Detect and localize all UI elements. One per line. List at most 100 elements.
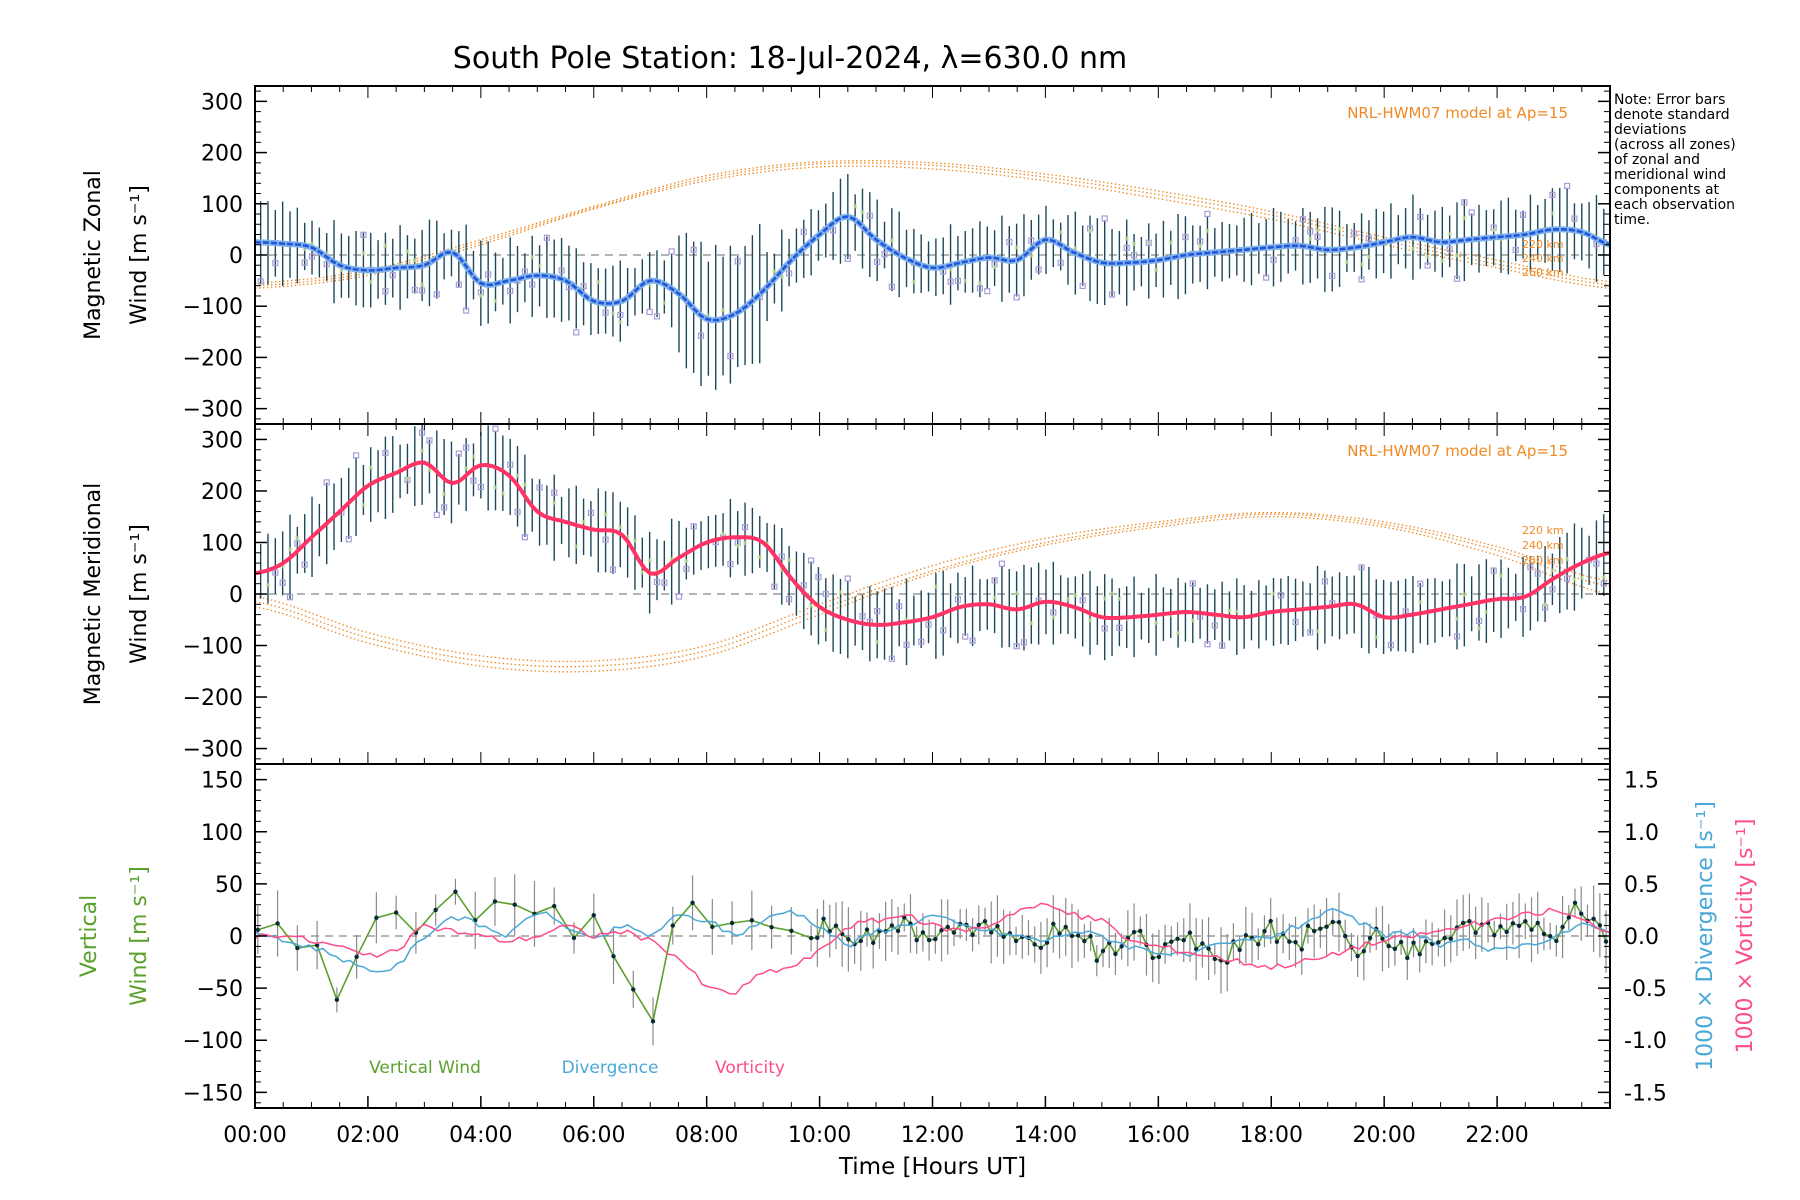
zone-marker — [998, 560, 1006, 567]
vertical-wind-point — [1287, 939, 1292, 944]
y-tick-label: 100 — [201, 531, 243, 556]
zone-marker-light — [1102, 596, 1107, 601]
vertical-wind-point — [1082, 938, 1087, 944]
note-line: deviations — [1614, 122, 1686, 138]
vertical-wind-point — [1523, 919, 1528, 924]
zone-marker-light — [581, 519, 586, 524]
zone-marker — [1314, 233, 1321, 240]
vertical-wind-point — [1181, 937, 1186, 943]
vertical-wind-point — [982, 919, 988, 924]
zone-marker — [536, 484, 543, 491]
zone-marker — [301, 259, 308, 266]
vertical-wind-point — [821, 916, 826, 922]
model-label: NRL-HWM07 model at Ap=15 — [1347, 442, 1568, 460]
vertical-wind-point — [1405, 955, 1410, 961]
zone-marker-light — [823, 628, 828, 633]
note-line: of zonal and — [1614, 152, 1700, 168]
right-tick-label: 0.5 — [1624, 873, 1659, 898]
zone-marker-light — [647, 282, 652, 287]
vertical-wind-point — [846, 937, 851, 942]
zone-marker — [800, 228, 807, 236]
vertical-wind-point — [1504, 929, 1509, 935]
vertical-wind-point — [571, 935, 577, 941]
vertical-wind-point — [1305, 923, 1311, 929]
zone-marker — [323, 261, 330, 268]
vertical-wind-point — [670, 923, 675, 928]
zone-marker-light — [618, 320, 623, 325]
zone-marker — [1189, 580, 1196, 587]
vertical-wind-point — [939, 928, 944, 933]
zone-marker — [984, 288, 991, 295]
zone-marker — [815, 573, 822, 581]
note-line: (across all zones) — [1614, 137, 1736, 153]
zone-marker — [785, 270, 793, 277]
zone-marker — [1028, 237, 1035, 244]
zonal-wind-line — [255, 215, 1610, 322]
zone-marker — [463, 307, 470, 314]
vertical-wind-point — [1013, 938, 1019, 944]
zone-marker-light — [1146, 240, 1151, 245]
vertical-wind-point — [1603, 939, 1609, 944]
zone-marker-light — [471, 454, 476, 459]
y-tick-label: −300 — [183, 398, 243, 423]
vertical-wind-point — [995, 923, 1000, 929]
zone-marker-light — [1477, 626, 1482, 631]
y-tick-label: 0 — [229, 244, 243, 269]
vertical-wind-point — [1380, 936, 1385, 941]
vertical-wind-point — [1498, 924, 1503, 929]
zone-marker — [1263, 274, 1270, 281]
vertical-wind-point — [1591, 916, 1596, 921]
zone-marker-light — [1058, 230, 1063, 235]
zone-marker — [690, 246, 697, 253]
zone-marker — [1130, 252, 1138, 259]
vertical-wind-point — [1193, 946, 1199, 952]
zone-marker-light — [625, 535, 630, 540]
zone-marker — [470, 477, 477, 484]
model-altitude-label: 260 km — [1522, 266, 1564, 279]
vertical-wind-point — [393, 910, 399, 915]
zone-marker-light — [1227, 608, 1232, 613]
vertical-wind-point — [1299, 947, 1304, 952]
zone-marker — [903, 641, 910, 648]
zone-marker-light — [1176, 631, 1181, 636]
zone-marker — [1490, 567, 1497, 574]
zone-marker — [1527, 564, 1534, 571]
vertical-wind-point — [1516, 923, 1522, 928]
vertical-wind-point — [1343, 933, 1348, 939]
vertical-wind-point — [1367, 935, 1373, 941]
legend-vertical-wind: Vertical Wind — [369, 1058, 481, 1078]
zone-marker-light — [1447, 231, 1452, 236]
vertical-wind-point — [374, 915, 379, 920]
y-tick-label: 100 — [201, 821, 243, 846]
zone-marker — [661, 579, 668, 586]
zone-marker — [734, 258, 741, 265]
vertical-wind-point — [650, 1019, 656, 1024]
zone-marker — [1563, 575, 1571, 582]
zone-marker — [1519, 211, 1527, 218]
zone-marker — [521, 534, 528, 541]
zone-marker — [918, 638, 925, 645]
zone-marker — [389, 272, 396, 279]
model-altitude-label: 240 km — [1522, 539, 1564, 552]
vertical-wind-point — [1274, 939, 1280, 944]
zone-marker — [1307, 629, 1314, 636]
zone-marker-light — [596, 280, 601, 285]
vertical-wind-point — [433, 907, 438, 913]
zone-marker-light — [721, 308, 726, 313]
zone-marker-light — [1308, 236, 1313, 241]
x-tick-label: 04:00 — [449, 1123, 512, 1148]
zone-marker-light — [1190, 618, 1195, 623]
vertical-wind-point — [1169, 939, 1174, 944]
zone-marker — [1145, 239, 1152, 246]
zone-marker-light — [515, 473, 520, 478]
right-ylabel-divergence: 1000 × Divergence [s⁻¹] — [1693, 801, 1718, 1071]
vertical-wind-point — [926, 937, 932, 943]
zone-marker — [962, 633, 969, 640]
zone-marker — [1204, 641, 1211, 648]
zone-marker-light — [1359, 262, 1364, 267]
model-label: NRL-HWM07 model at Ap=15 — [1347, 104, 1568, 122]
plot-area — [255, 874, 1610, 1046]
note-line: meridional wind — [1614, 167, 1726, 183]
zone-marker — [859, 613, 866, 620]
zone-marker — [272, 259, 279, 267]
